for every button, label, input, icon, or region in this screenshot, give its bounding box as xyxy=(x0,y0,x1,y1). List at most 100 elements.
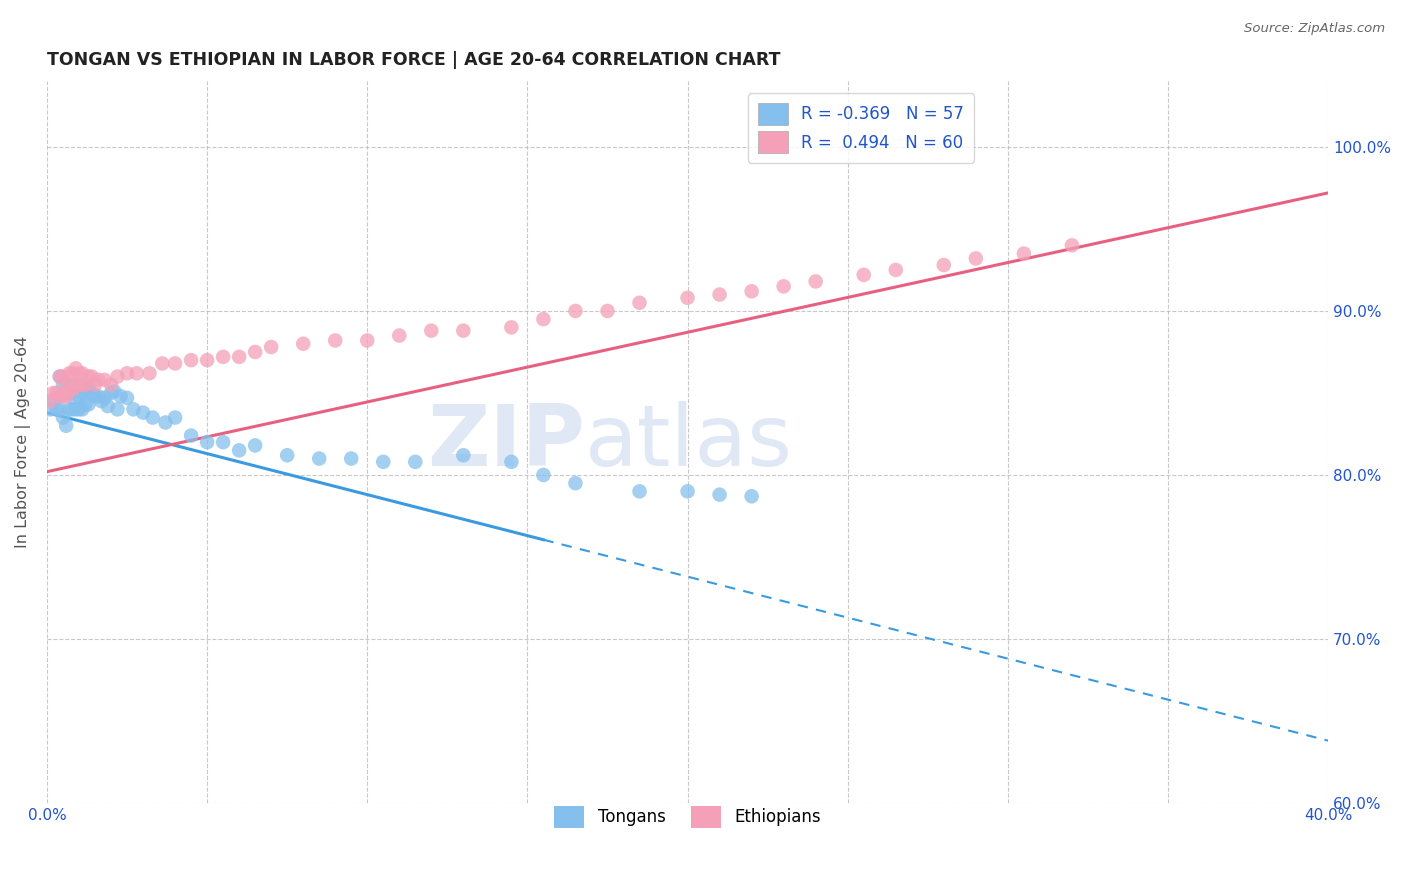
Point xyxy=(373,455,395,469)
Point xyxy=(87,373,110,387)
Point xyxy=(138,366,160,380)
Point xyxy=(84,389,107,403)
Point xyxy=(741,489,763,503)
Point xyxy=(356,334,378,348)
Point xyxy=(852,268,875,282)
Point xyxy=(77,381,100,395)
Point xyxy=(150,356,173,370)
Point xyxy=(55,386,77,401)
Point xyxy=(676,484,699,499)
Point xyxy=(70,402,93,417)
Point xyxy=(77,397,100,411)
Point xyxy=(55,418,77,433)
Point xyxy=(65,377,87,392)
Point xyxy=(39,394,62,409)
Point xyxy=(501,455,523,469)
Point xyxy=(323,334,346,348)
Point xyxy=(107,402,129,417)
Point xyxy=(49,389,72,403)
Point xyxy=(180,428,202,442)
Point xyxy=(260,340,283,354)
Point xyxy=(93,373,115,387)
Point xyxy=(75,383,97,397)
Point xyxy=(58,386,80,401)
Point xyxy=(709,287,731,301)
Point xyxy=(741,285,763,299)
Point xyxy=(107,369,129,384)
Point xyxy=(58,366,80,380)
Point xyxy=(49,369,72,384)
Point xyxy=(596,304,619,318)
Point xyxy=(75,377,97,392)
Point xyxy=(501,320,523,334)
Point xyxy=(195,353,218,368)
Text: TONGAN VS ETHIOPIAN IN LABOR FORCE | AGE 20-64 CORRELATION CHART: TONGAN VS ETHIOPIAN IN LABOR FORCE | AGE… xyxy=(46,51,780,69)
Point xyxy=(80,369,103,384)
Point xyxy=(965,252,987,266)
Point xyxy=(110,389,132,403)
Point xyxy=(90,394,112,409)
Point xyxy=(180,353,202,368)
Text: Source: ZipAtlas.com: Source: ZipAtlas.com xyxy=(1244,22,1385,36)
Point xyxy=(97,399,120,413)
Point xyxy=(58,383,80,397)
Point xyxy=(628,484,651,499)
Point xyxy=(132,406,155,420)
Point xyxy=(80,386,103,401)
Point xyxy=(388,328,411,343)
Point xyxy=(340,451,363,466)
Point xyxy=(55,377,77,392)
Point xyxy=(75,397,97,411)
Point xyxy=(142,410,165,425)
Point xyxy=(49,402,72,417)
Point xyxy=(42,394,65,409)
Point xyxy=(453,324,475,338)
Point xyxy=(52,389,75,403)
Point xyxy=(55,389,77,403)
Point xyxy=(564,304,586,318)
Point xyxy=(84,377,107,392)
Point xyxy=(67,389,90,403)
Text: atlas: atlas xyxy=(585,401,793,483)
Point xyxy=(628,295,651,310)
Point xyxy=(212,350,235,364)
Point xyxy=(93,391,115,405)
Point xyxy=(676,291,699,305)
Point xyxy=(115,366,138,380)
Point xyxy=(243,438,266,452)
Point xyxy=(39,402,62,417)
Point xyxy=(65,361,87,376)
Point xyxy=(125,366,148,380)
Point xyxy=(67,402,90,417)
Point xyxy=(155,416,177,430)
Legend: Tongans, Ethiopians: Tongans, Ethiopians xyxy=(548,799,827,834)
Point xyxy=(77,369,100,384)
Point xyxy=(45,386,67,401)
Point xyxy=(58,402,80,417)
Point xyxy=(772,279,794,293)
Point xyxy=(308,451,330,466)
Point xyxy=(165,356,187,370)
Point xyxy=(65,394,87,409)
Point xyxy=(62,383,84,397)
Point xyxy=(292,336,315,351)
Point xyxy=(1012,246,1035,260)
Point xyxy=(65,402,87,417)
Point xyxy=(533,467,555,482)
Point xyxy=(45,402,67,417)
Point xyxy=(70,377,93,392)
Point xyxy=(87,389,110,403)
Point xyxy=(62,377,84,392)
Point xyxy=(276,448,298,462)
Point xyxy=(533,312,555,326)
Point xyxy=(709,488,731,502)
Point xyxy=(100,377,122,392)
Text: ZIP: ZIP xyxy=(427,401,585,483)
Point xyxy=(122,402,145,417)
Point xyxy=(103,384,125,399)
Point xyxy=(420,324,443,338)
Point xyxy=(70,366,93,380)
Point xyxy=(67,366,90,380)
Point xyxy=(52,369,75,384)
Point xyxy=(165,410,187,425)
